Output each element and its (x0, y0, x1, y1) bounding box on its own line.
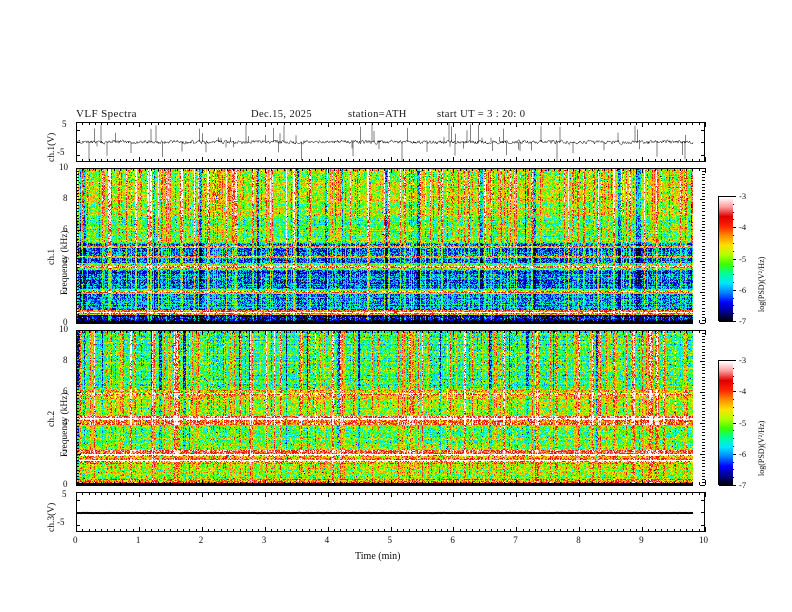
figure-station: station=ATH (348, 109, 407, 120)
cb2-tick-label--3: -3 (739, 355, 747, 365)
x-tick-label-10: 10 (699, 535, 708, 545)
ch2spec-ytick-label-0: 0 (63, 479, 68, 489)
ch3-waveform-canvas (77, 493, 706, 533)
ch2spec-ytick-label-8: 8 (63, 355, 68, 365)
x-tick-label-3: 3 (261, 535, 267, 545)
colorbar-ch1-canvas (719, 197, 733, 322)
panel-ch1-voltage (76, 122, 706, 163)
ch1-ytick-neg5: -5 (57, 147, 65, 157)
panel-ch2-spectrogram (76, 330, 706, 486)
cb1-tick-label--7: -7 (739, 316, 747, 326)
x-tick-label-0: 0 (73, 535, 78, 545)
cb2-tick-label--4: -4 (739, 386, 747, 397)
ch2-frequency-axis-label: Frequency (kHz) (60, 392, 70, 457)
ch1-spectrogram-canvas (77, 169, 706, 324)
ch3-ytick-pos5: 5 (62, 489, 67, 499)
ch2-spectrogram-canvas (77, 331, 706, 486)
panel-ch3-axis-label: ch.3(V) (47, 502, 57, 532)
x-tick-label-9: 9 (639, 535, 644, 545)
colorbar-ch2-canvas (719, 361, 733, 486)
x-tick-label-8: 8 (576, 535, 581, 545)
figure-title: VLF Spectra (76, 108, 137, 120)
ch3-ytick-neg5: -5 (57, 517, 65, 527)
cb2-tick-label--6: -6 (739, 448, 747, 459)
cb2-tick-label--5: -5 (739, 417, 747, 428)
panel-ch1-axis-label: ch.1(V) (47, 132, 57, 162)
x-tick-label-6: 6 (450, 535, 455, 545)
colorbar-ch2-label: log(PSD)(V²/Hz) (757, 420, 766, 476)
x-axis-label: Time (min) (355, 551, 401, 562)
x-tick-label-4: 4 (324, 535, 330, 545)
cb1-tick-label--5: -5 (739, 253, 747, 264)
figure-start-ut: start UT = 3 : 20: 0 (437, 109, 526, 120)
x-tick-label-1: 1 (135, 535, 141, 545)
ch1-ytick-pos5: 5 (62, 119, 67, 129)
ch1spec-ytick-label-0: 0 (63, 317, 68, 327)
x-tick-label-2: 2 (198, 535, 204, 545)
cb1-tick-label--3: -3 (739, 191, 747, 201)
panel-ch2-name-label: ch.2 (47, 410, 57, 427)
ch1-frequency-axis-label: Frequency (kHz) (60, 230, 70, 295)
cb1-tick-label--6: -6 (739, 284, 747, 295)
cb1-tick-label--4: -4 (739, 222, 747, 233)
x-tick-label-5: 5 (387, 535, 393, 545)
ch1spec-ytick-label-8: 8 (63, 193, 68, 203)
ch1-waveform-canvas (77, 123, 706, 163)
colorbar-ch1-label: log(PSD)(V²/Hz) (757, 256, 766, 312)
panel-ch1-spectrogram (76, 168, 706, 324)
ch2spec-ytick-label-10: 10 (59, 324, 68, 334)
figure-date: Dec.15, 2025 (251, 109, 313, 120)
panel-ch1-name-label: ch.1 (47, 248, 57, 265)
x-tick-label-7: 7 (513, 535, 518, 545)
cb2-tick-label--7: -7 (739, 480, 747, 490)
colorbar-ch1 (718, 196, 733, 322)
panel-ch3-voltage (76, 492, 706, 533)
colorbar-ch2 (718, 360, 733, 486)
ch1spec-ytick-label-10: 10 (59, 162, 68, 172)
